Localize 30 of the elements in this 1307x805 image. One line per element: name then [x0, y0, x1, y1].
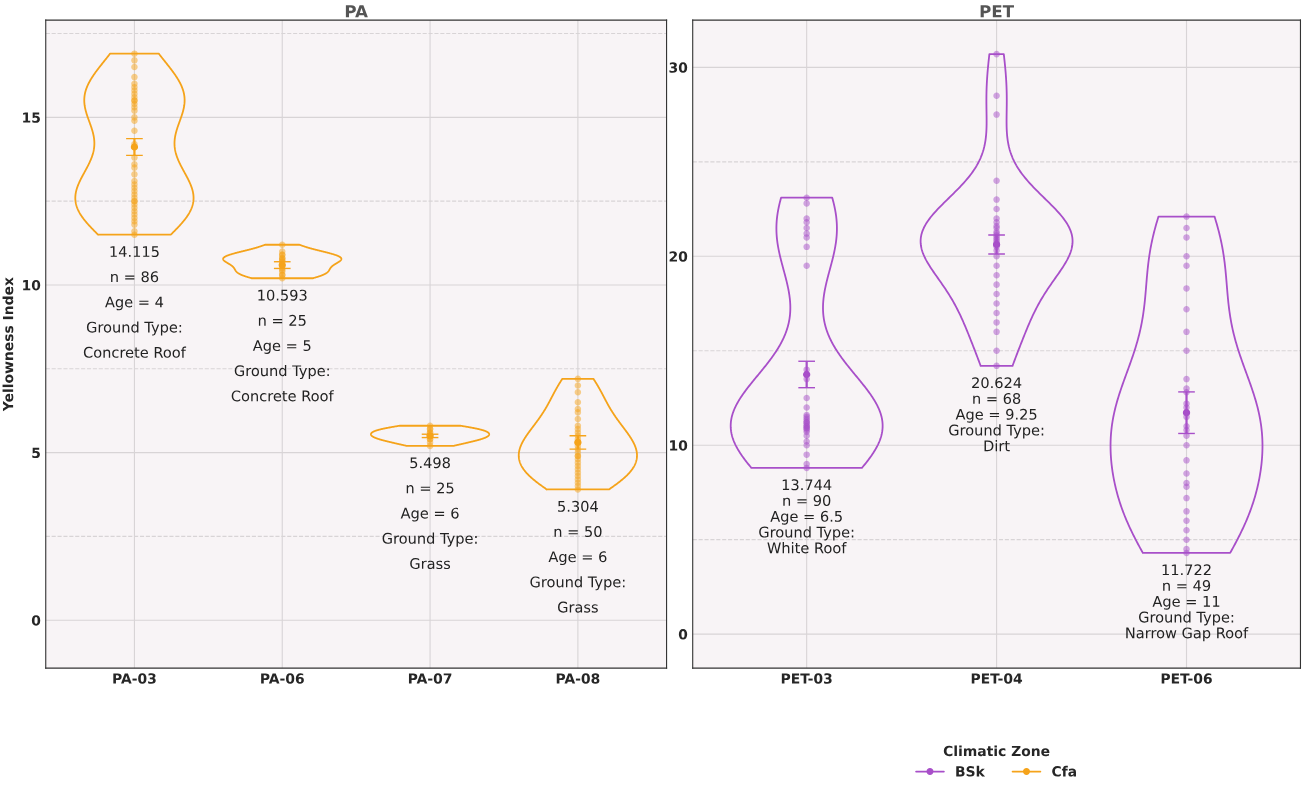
- chart-title: PET: [980, 5, 1014, 18]
- annotation: 13.744 n = 90 Age = 6.5 Ground Type: White Roof: [759, 479, 854, 554]
- annotation: 10.593 n = 25 Age = 5 Ground Type: Concrete Roof: [231, 289, 334, 402]
- y-tick-label: 10: [23, 279, 41, 291]
- x-tick-label: PET-04: [971, 673, 1023, 684]
- annotation: 5.498 n = 25 Age = 6 Ground Type: Grass: [382, 457, 477, 570]
- annotation: 20.624 n = 68 Age = 9.25 Ground Type: Dirt: [949, 377, 1044, 452]
- x-tick-label: PA-08: [556, 673, 600, 684]
- y-axis-title: Yellowness Index: [2, 277, 14, 412]
- x-tick-label: PA-03: [113, 673, 156, 684]
- legend-label: BSk: [956, 765, 986, 777]
- y-tick-label: 0: [31, 615, 41, 626]
- chart-title: PA: [345, 5, 368, 18]
- annotation: 5.304 n = 50 Age = 6 Ground Type: Grass: [530, 500, 625, 613]
- y-tick-label: 0: [678, 629, 688, 640]
- point: [1182, 409, 1191, 417]
- point: [803, 370, 811, 379]
- annotation: 14.115 n = 86 Age = 4 Ground Type: Concrete Roof: [83, 246, 187, 358]
- x-tick-label: PET-03: [781, 673, 832, 684]
- x-tick-label: PA-06: [261, 673, 304, 684]
- y-tick-label: 15: [23, 112, 40, 123]
- y-tick-label: 30: [669, 62, 688, 73]
- x-tick-label: PA-07: [408, 673, 452, 684]
- y-tick-label: 10: [670, 440, 688, 451]
- x-tick-label: PET-06: [1161, 673, 1212, 684]
- legend-label: Cfa: [1052, 765, 1076, 777]
- y-tick-label: 5: [32, 447, 40, 459]
- y-tick-label: 20: [669, 251, 688, 262]
- annotation: 11.722 n = 49 Age = 11 Ground Type: Narrow Gap Roof: [1126, 564, 1249, 642]
- legend-title: Climatic Zone: [943, 745, 1050, 757]
